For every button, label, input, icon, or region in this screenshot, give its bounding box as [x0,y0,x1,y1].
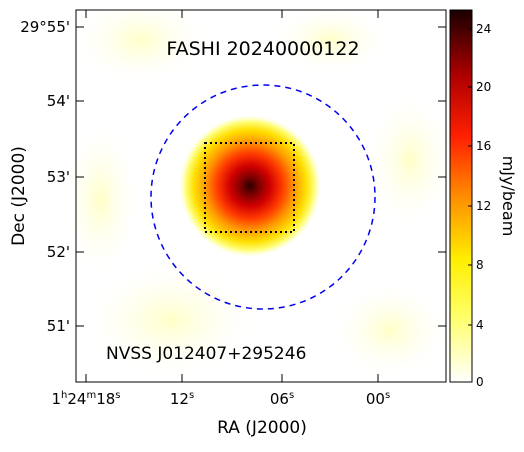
beam-circle [150,84,376,310]
source-box [204,142,295,233]
x-ticks [85,10,379,382]
y-axis-label: Dec (J2000) [9,146,29,246]
image-frame [75,9,447,383]
x-tick-label: 00s [366,390,390,408]
colorbar-ticks [468,28,472,383]
colorbar-tick-label: 0 [476,375,484,389]
y-tick-label: 54' [47,92,70,110]
y-ticks [76,26,446,327]
colorbar-tick-label: 12 [476,199,491,213]
colorbar: 0 4 8 12 16 20 24 mJy/beam [449,9,518,389]
colorbar-tick-labels: 0 4 8 12 16 20 24 [476,22,491,389]
colorbar-gradient [449,9,473,383]
x-tick-label: 1h24m18s [51,390,120,408]
y-tick-label: 53' [47,168,70,186]
source-emission [178,114,322,258]
y-tick-label: 29°55' [20,18,70,36]
x-tick-label: 06s [270,390,294,408]
colorbar-tick-label: 16 [476,139,491,153]
x-tick-label: 12s [170,390,194,408]
image-title: FASHI 20240000122 [166,38,359,60]
colorbar-tick-label: 8 [476,258,484,272]
x-axis-label: RA (J2000) [217,418,307,438]
x-tick-labels: 1h24m18s 12s 06s 00s [51,390,390,408]
colorbar-tick-label: 24 [476,22,491,36]
emission-map [76,10,446,380]
image-panel: FASHI 20240000122 NVSS J012407+295246 [75,9,447,383]
source-name-label: NVSS J012407+295246 [106,344,306,364]
colorbar-tick-label: 20 [476,80,491,94]
colorbar-label: mJy/beam [499,156,518,237]
y-tick-label: 52' [47,243,70,261]
y-tick-labels: 29°55' 54' 53' 52' 51' [20,18,70,335]
y-tick-label: 51' [47,317,70,335]
colorbar-tick-label: 4 [476,318,484,332]
